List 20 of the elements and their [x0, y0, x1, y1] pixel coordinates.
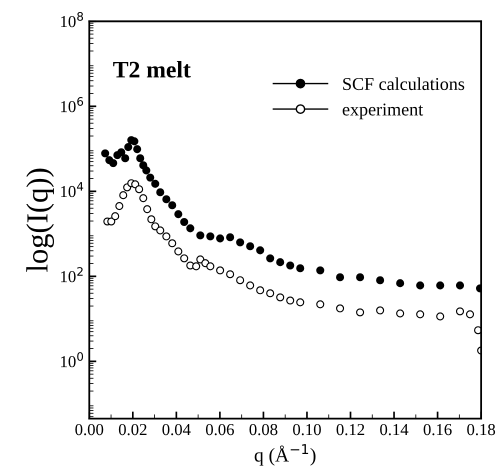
x-tick-label: 0.14 [380, 424, 408, 436]
x-tick-label: 0.00 [75, 424, 104, 436]
y-tick-label: 10$^{0}$ [61, 352, 84, 368]
x-tick-label: 0.04 [162, 424, 191, 436]
y-tick-label: 10$^{4}$ [61, 182, 84, 198]
x-tick-label: 0.10 [293, 424, 321, 436]
x-tick-label: 0.06 [206, 424, 234, 436]
x-tick-label: 0.02 [118, 424, 146, 436]
y-tick-label: 10$^{8}$ [61, 12, 84, 28]
y-tick-label: 10$^{6}$ [61, 97, 84, 112]
text: T2 melt [113, 61, 191, 78]
y-tick-label: 10$^{2}$ [61, 267, 83, 282]
x-axis-title: q (Å$^{−1}$) [254, 444, 316, 466]
legend-label: experiment [342, 103, 424, 120]
x-tick-label: 0.12 [336, 424, 364, 436]
y-axis-title: log(I(q)) [26, 168, 54, 272]
legend-label: SCF calculations [343, 77, 464, 90]
x-tick-label: 0.08 [249, 424, 278, 436]
x-tick-label: 0.18 [467, 424, 496, 436]
x-tick-label: 0.16 [424, 424, 452, 436]
